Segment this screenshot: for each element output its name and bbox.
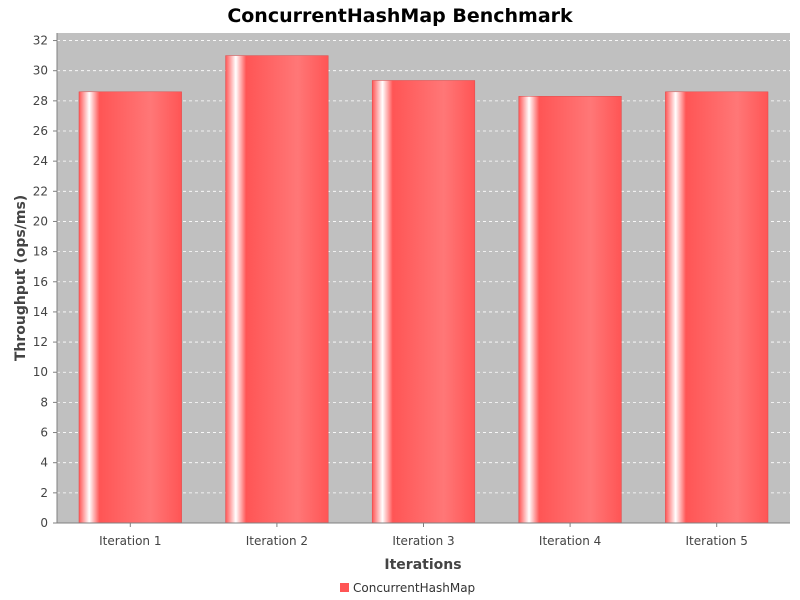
x-tick-label: Iteration 4 bbox=[539, 534, 601, 548]
x-tick-label: Iteration 3 bbox=[392, 534, 454, 548]
bars bbox=[78, 55, 769, 524]
y-tick-label: 28 bbox=[33, 94, 48, 108]
legend-swatch bbox=[340, 583, 349, 592]
bar-3 bbox=[371, 80, 476, 524]
y-tick-label: 20 bbox=[33, 214, 48, 228]
bar-2 bbox=[225, 55, 329, 524]
y-tick-label: 32 bbox=[33, 34, 48, 48]
y-tick-label: 0 bbox=[40, 516, 48, 530]
bar-4 bbox=[518, 96, 622, 524]
y-tick-label: 24 bbox=[33, 154, 48, 168]
y-tick-label: 16 bbox=[33, 275, 48, 289]
x-tick-label: Iteration 1 bbox=[99, 534, 161, 548]
y-tick-label: 26 bbox=[33, 124, 48, 138]
y-tick-label: 30 bbox=[33, 64, 48, 78]
y-tick-label: 2 bbox=[40, 486, 48, 500]
x-axis-ticks: Iteration 1 Iteration 2 Iteration 3 Iterati… bbox=[99, 523, 748, 548]
y-tick-label: 6 bbox=[40, 426, 48, 440]
y-tick-label: 4 bbox=[40, 456, 48, 470]
legend-label: ConcurrentHashMap bbox=[353, 581, 475, 595]
bar-5 bbox=[665, 91, 769, 524]
chart-title: ConcurrentHashMap Benchmark bbox=[227, 5, 573, 27]
x-tick-label: Iteration 2 bbox=[246, 534, 308, 548]
y-tick-label: 12 bbox=[33, 335, 48, 349]
y-tick-label: 18 bbox=[33, 245, 48, 259]
y-tick-label: 10 bbox=[33, 365, 48, 379]
y-tick-label: 8 bbox=[40, 395, 48, 409]
x-tick-label: Iteration 5 bbox=[686, 534, 748, 548]
plot-area bbox=[56, 33, 790, 524]
bar-1 bbox=[78, 91, 182, 524]
x-axis-label: Iterations bbox=[384, 557, 461, 573]
y-axis-label: Throughput (ops/ms) bbox=[13, 195, 29, 361]
y-tick-label: 14 bbox=[33, 305, 48, 319]
y-tick-label: 22 bbox=[33, 184, 48, 198]
legend: ConcurrentHashMap bbox=[340, 581, 475, 595]
